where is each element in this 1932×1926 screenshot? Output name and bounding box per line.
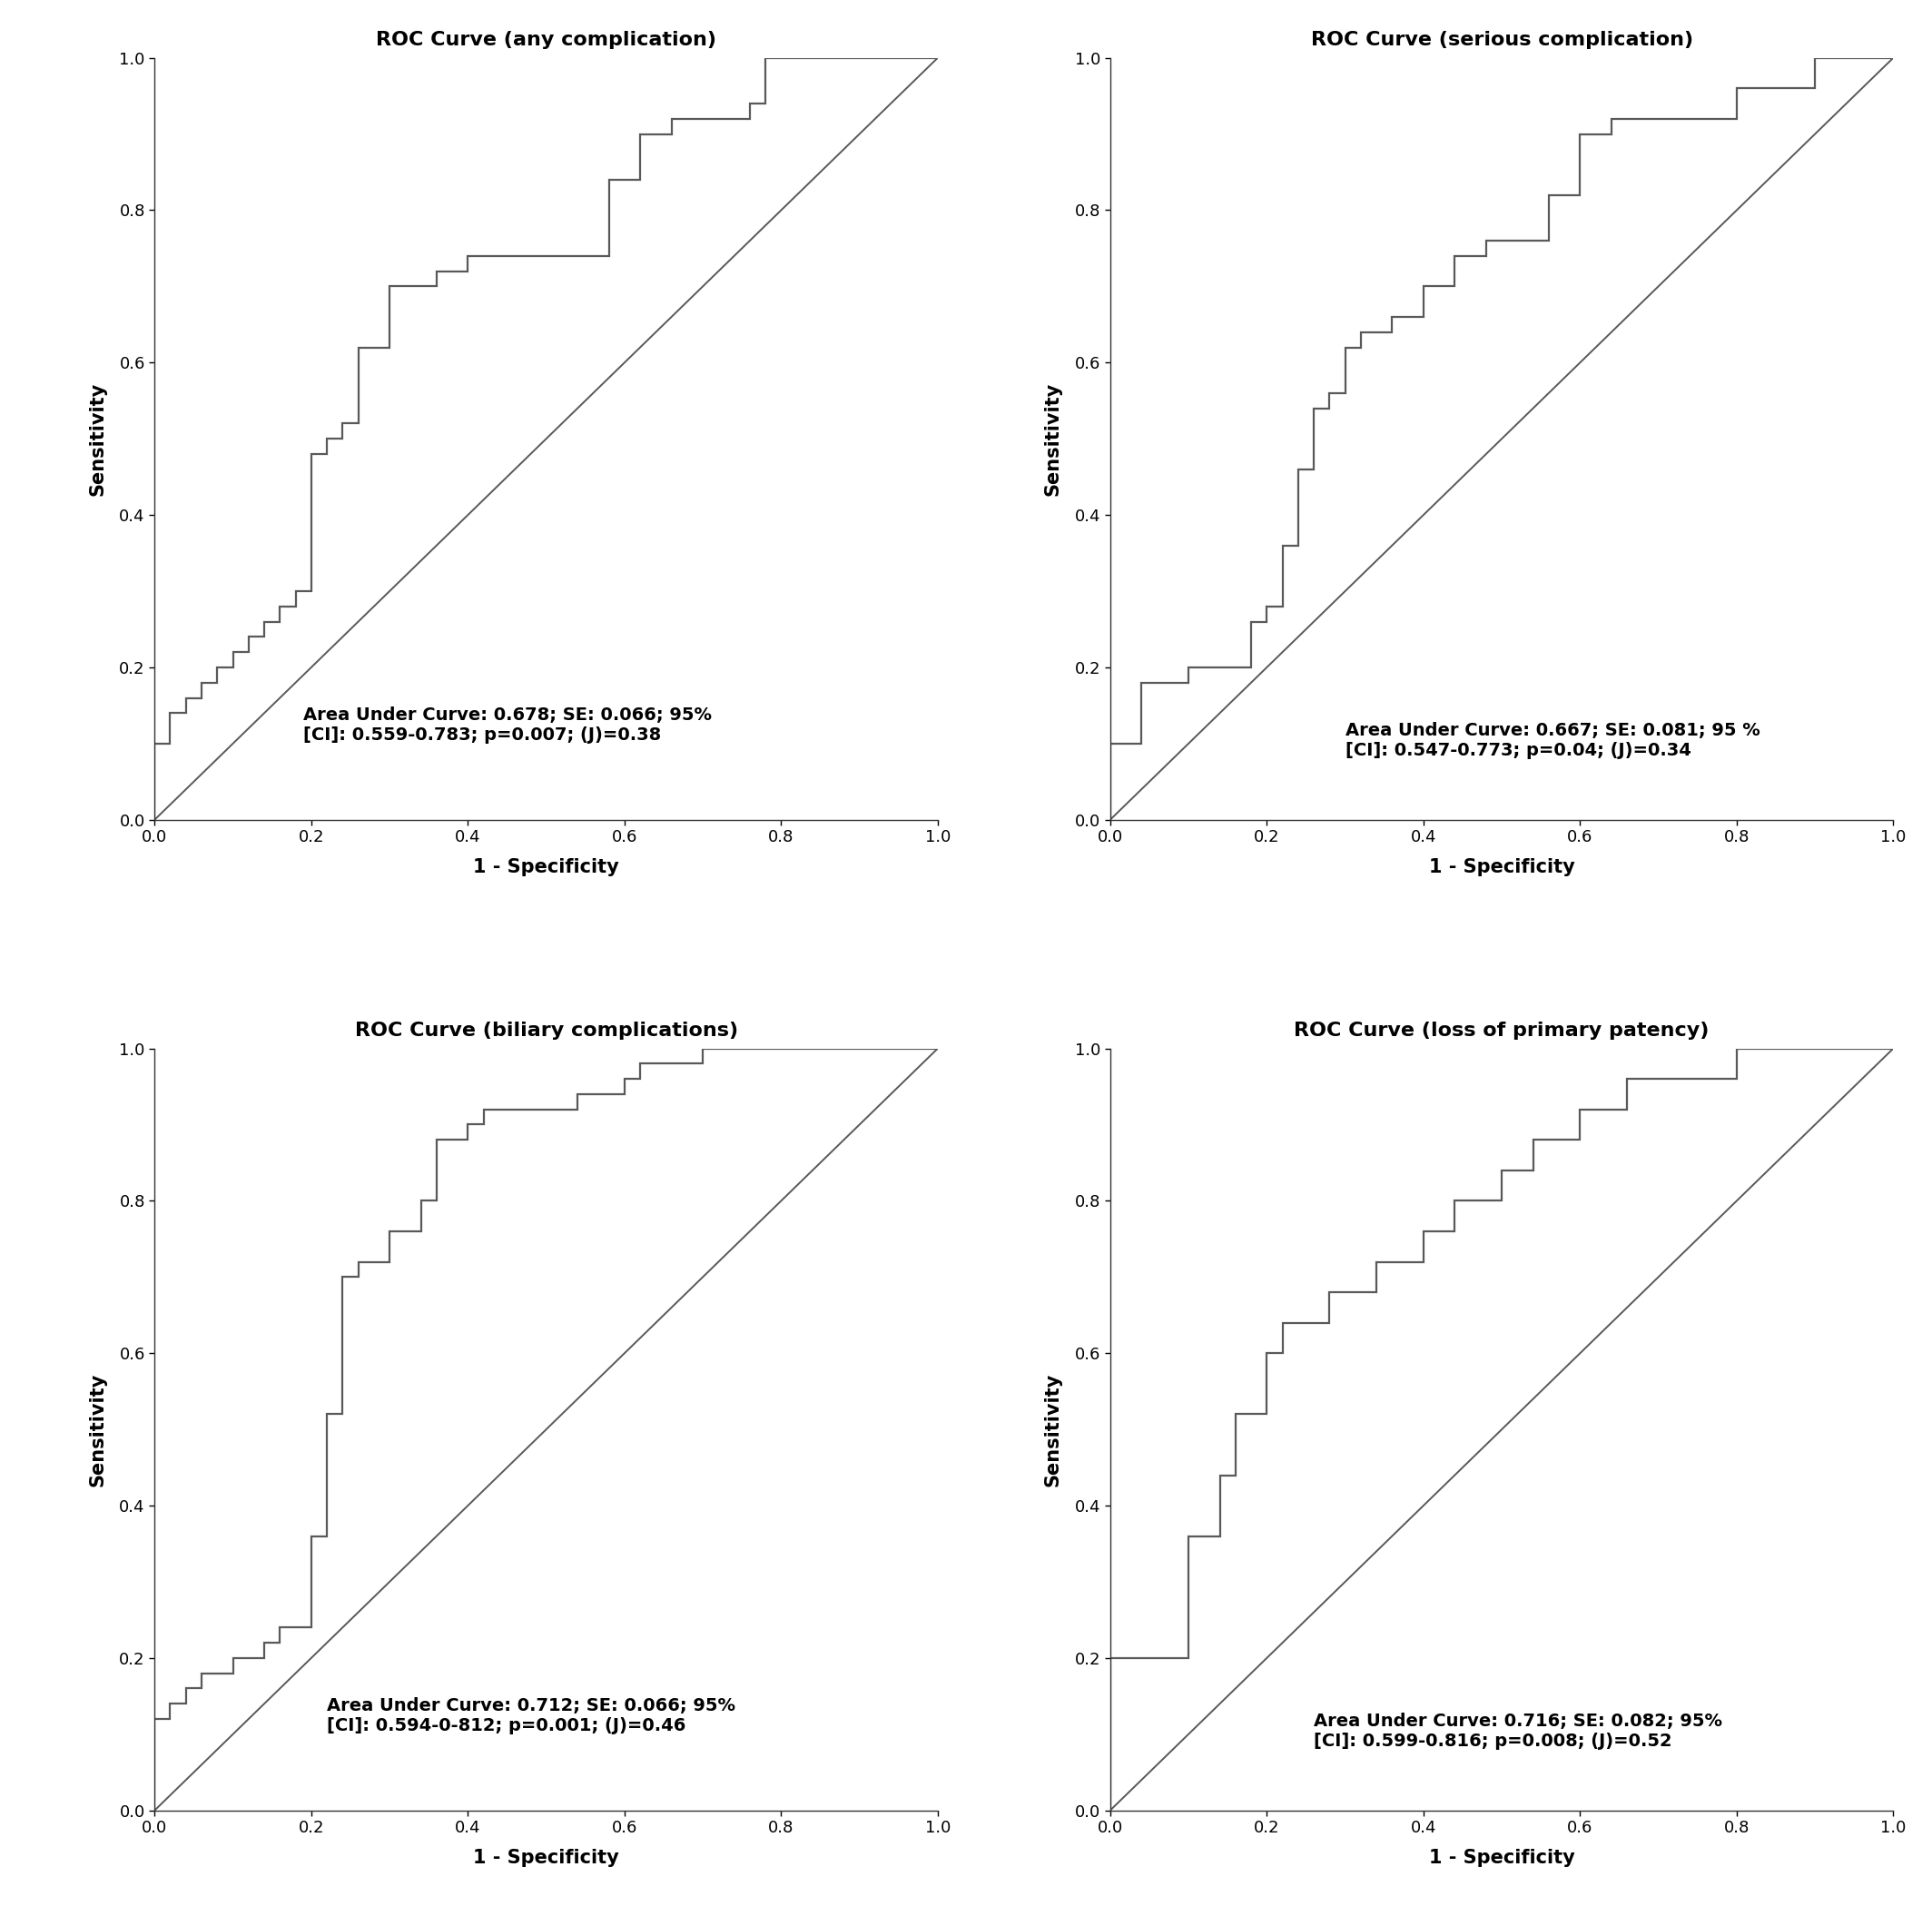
X-axis label: 1 - Specificity: 1 - Specificity [1430,1849,1575,1866]
Text: Area Under Curve: 0.667; SE: 0.081; 95 %
[CI]: 0.547-0.773; p=0.04; (J)=0.34: Area Under Curve: 0.667; SE: 0.081; 95 %… [1345,722,1760,759]
Title: ROC Curve (serious complication): ROC Curve (serious complication) [1310,31,1692,48]
Y-axis label: Sensitivity: Sensitivity [1043,1373,1063,1487]
X-axis label: 1 - Specificity: 1 - Specificity [1430,859,1575,876]
Title: ROC Curve (biliary complications): ROC Curve (biliary complications) [355,1021,738,1040]
X-axis label: 1 - Specificity: 1 - Specificity [473,859,618,876]
Text: Area Under Curve: 0.716; SE: 0.082; 95%
[CI]: 0.599-0.816; p=0.008; (J)=0.52: Area Under Curve: 0.716; SE: 0.082; 95% … [1314,1712,1721,1749]
Y-axis label: Sensitivity: Sensitivity [89,381,106,495]
Y-axis label: Sensitivity: Sensitivity [1043,381,1063,495]
Title: ROC Curve (loss of primary patency): ROC Curve (loss of primary patency) [1294,1021,1710,1040]
Text: Area Under Curve: 0.678; SE: 0.066; 95%
[CI]: 0.559-0.783; p=0.007; (J)=0.38: Area Under Curve: 0.678; SE: 0.066; 95% … [303,707,711,743]
Y-axis label: Sensitivity: Sensitivity [89,1373,106,1487]
X-axis label: 1 - Specificity: 1 - Specificity [473,1849,618,1866]
Title: ROC Curve (any complication): ROC Curve (any complication) [377,31,717,48]
Text: Area Under Curve: 0.712; SE: 0.066; 95%
[CI]: 0.594-0-812; p=0.001; (J)=0.46: Area Under Curve: 0.712; SE: 0.066; 95% … [327,1697,736,1733]
